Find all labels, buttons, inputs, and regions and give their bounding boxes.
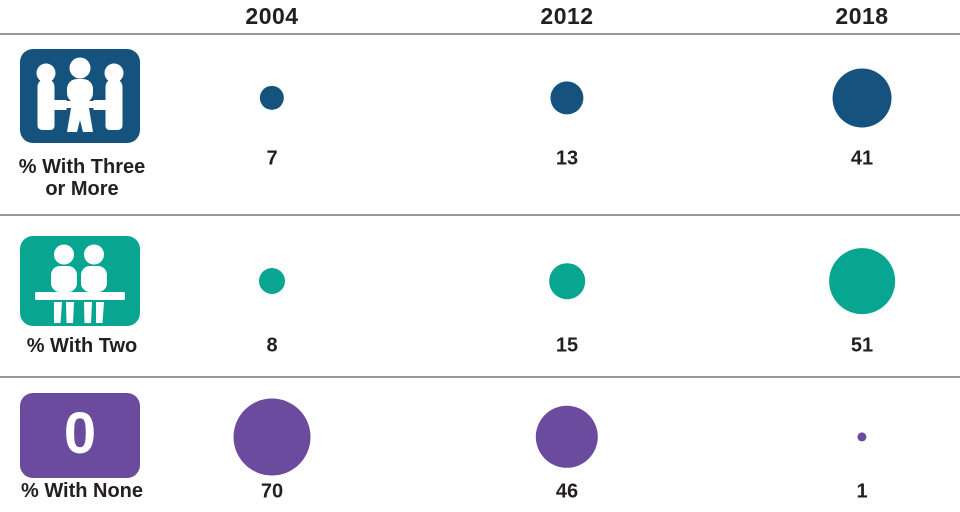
- bubble-two-2018: [829, 248, 895, 314]
- bubble-three-2018: [832, 68, 892, 128]
- bubble-none-2004: [233, 398, 311, 476]
- zero-badge-text: 0: [63, 400, 97, 466]
- divider-line: [0, 214, 960, 216]
- bubble-two-2012: [549, 263, 585, 299]
- divider-line: [0, 376, 960, 378]
- value-label: 70: [260, 480, 284, 503]
- value-label: 1: [856, 480, 868, 503]
- bubble-two-2004: [258, 267, 286, 295]
- value-label: 8: [266, 334, 278, 357]
- bubble-three-2012: [550, 81, 584, 115]
- three-people-meeting-icon: [20, 49, 140, 143]
- series-label-line: % With None: [20, 480, 144, 502]
- two-people-table-icon: [20, 236, 140, 326]
- column-header-2012: 2012: [540, 3, 594, 29]
- value-label: 7: [266, 147, 278, 170]
- series-label-line: % With Three: [18, 156, 146, 178]
- bubble-three-2004: [259, 85, 285, 111]
- series-label-three-or-more: % With Three or More: [0, 156, 164, 200]
- value-label: 41: [850, 147, 874, 170]
- column-header-2018: 2018: [835, 3, 889, 29]
- series-label-two: % With Two: [0, 335, 164, 357]
- value-label: 13: [555, 147, 579, 170]
- value-label: 15: [555, 334, 579, 357]
- value-label: 51: [850, 334, 874, 357]
- bubble-none-2018: [857, 432, 867, 442]
- divider-line: [0, 33, 960, 35]
- zero-badge-icon: 0: [20, 393, 140, 478]
- series-label-none: % With None: [0, 480, 164, 502]
- value-label: 46: [555, 480, 579, 503]
- bubble-none-2012: [535, 405, 599, 469]
- series-label-line: % With Two: [26, 335, 138, 357]
- column-header-2004: 2004: [245, 3, 299, 29]
- series-label-line: or More: [45, 178, 119, 200]
